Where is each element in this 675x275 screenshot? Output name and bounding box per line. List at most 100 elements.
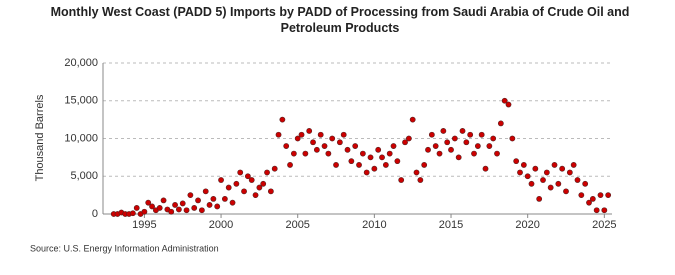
data-point bbox=[497, 120, 504, 127]
data-point bbox=[589, 195, 596, 202]
data-point bbox=[509, 135, 516, 142]
data-point bbox=[271, 165, 278, 172]
data-point bbox=[501, 97, 508, 104]
data-point bbox=[264, 169, 270, 176]
data-point bbox=[428, 131, 435, 138]
data-point bbox=[302, 150, 309, 157]
y-axis-label: Thousand Barrels bbox=[34, 94, 46, 181]
data-point bbox=[260, 180, 267, 187]
data-point bbox=[513, 158, 520, 165]
data-point bbox=[486, 143, 493, 149]
data-point bbox=[156, 205, 163, 211]
data-point bbox=[179, 200, 186, 207]
data-point bbox=[451, 135, 458, 142]
data-point bbox=[352, 143, 359, 149]
data-point bbox=[463, 139, 470, 146]
data-point bbox=[421, 162, 428, 168]
data-point bbox=[605, 192, 612, 199]
data-point bbox=[340, 131, 347, 138]
data-point bbox=[206, 202, 213, 208]
data-point bbox=[287, 162, 293, 168]
y-tick-label: 20,000 bbox=[64, 57, 98, 69]
data-point bbox=[566, 169, 573, 176]
data-point bbox=[310, 139, 316, 146]
data-point bbox=[582, 180, 589, 187]
data-point bbox=[252, 192, 259, 199]
x-tick-label: 2015 bbox=[439, 219, 463, 231]
data-point bbox=[187, 192, 194, 199]
data-point bbox=[505, 101, 512, 108]
data-point bbox=[256, 184, 263, 191]
data-point bbox=[367, 154, 374, 161]
data-point bbox=[520, 162, 527, 168]
data-point bbox=[298, 131, 305, 138]
data-point bbox=[363, 169, 370, 176]
data-point bbox=[455, 154, 462, 161]
data-point bbox=[279, 116, 286, 123]
data-point bbox=[160, 197, 167, 204]
data-point bbox=[490, 135, 497, 142]
data-point bbox=[459, 128, 466, 134]
data-point bbox=[555, 180, 562, 187]
data-point bbox=[601, 207, 608, 214]
data-point bbox=[198, 207, 205, 214]
data-point bbox=[348, 158, 355, 165]
data-point bbox=[244, 173, 251, 180]
data-point bbox=[172, 202, 178, 208]
data-point bbox=[325, 150, 332, 157]
data-point bbox=[329, 135, 336, 142]
data-point bbox=[528, 180, 535, 187]
data-point bbox=[371, 165, 378, 172]
x-tick-label: 2005 bbox=[285, 219, 309, 231]
data-point bbox=[344, 146, 351, 153]
data-point bbox=[390, 143, 397, 149]
data-point bbox=[536, 195, 543, 202]
data-point bbox=[221, 195, 228, 202]
data-point bbox=[474, 143, 481, 149]
data-point bbox=[432, 143, 439, 149]
data-point bbox=[398, 177, 405, 183]
data-point bbox=[336, 139, 343, 146]
data-point bbox=[210, 195, 217, 202]
data-point bbox=[405, 135, 412, 142]
x-tick-label: 2000 bbox=[209, 219, 233, 231]
data-point bbox=[578, 192, 585, 199]
data-point bbox=[183, 207, 190, 214]
data-point bbox=[471, 150, 477, 157]
source: Source: U.S. Energy Information Administ… bbox=[30, 243, 219, 253]
data-point bbox=[413, 169, 420, 176]
data-point bbox=[517, 169, 523, 176]
data-point bbox=[478, 131, 485, 138]
data-point bbox=[574, 177, 581, 183]
x-tick-label: 2025 bbox=[592, 219, 616, 231]
data-point bbox=[386, 150, 393, 157]
data-point bbox=[559, 165, 566, 172]
data-point bbox=[540, 177, 546, 183]
data-point bbox=[402, 139, 408, 146]
data-point bbox=[467, 131, 474, 138]
data-point bbox=[394, 158, 401, 165]
data-point bbox=[313, 146, 320, 153]
data-point bbox=[214, 203, 221, 210]
data-point bbox=[436, 150, 443, 157]
data-point bbox=[597, 192, 604, 199]
y-tick-label: 0 bbox=[92, 208, 98, 220]
data-point bbox=[448, 146, 454, 153]
data-point bbox=[294, 135, 301, 142]
data-point bbox=[129, 210, 136, 217]
data-point bbox=[241, 188, 247, 195]
chart-title: Monthly West Coast (PADD 5) Imports by P… bbox=[50, 5, 630, 35]
data-point bbox=[317, 131, 324, 138]
data-point bbox=[586, 199, 592, 206]
data-point bbox=[494, 150, 500, 157]
x-tick-label: 1995 bbox=[132, 219, 156, 231]
data-point bbox=[202, 188, 209, 195]
data-point bbox=[409, 116, 416, 123]
data-point bbox=[375, 146, 382, 153]
data-point bbox=[195, 197, 201, 204]
data-point bbox=[229, 199, 236, 206]
data-point bbox=[145, 199, 152, 206]
data-point bbox=[440, 128, 447, 134]
